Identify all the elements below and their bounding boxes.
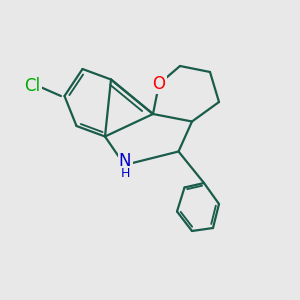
- Text: N: N: [119, 152, 131, 170]
- Text: H: H: [120, 167, 130, 180]
- Text: O: O: [152, 75, 166, 93]
- Text: Cl: Cl: [24, 77, 40, 95]
